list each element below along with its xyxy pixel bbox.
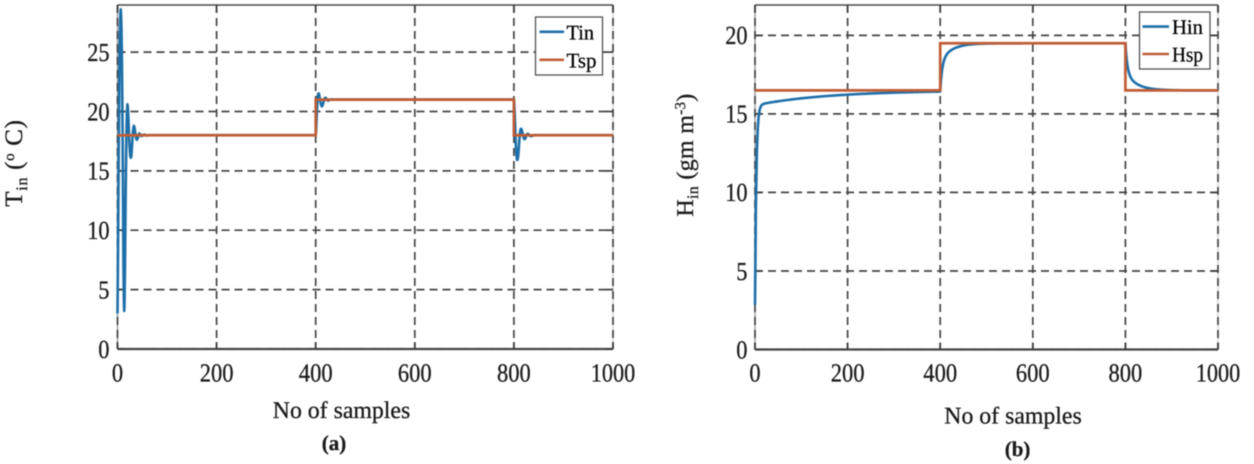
- svg-text:5: 5: [736, 257, 747, 286]
- svg-text:0: 0: [749, 359, 760, 388]
- svg-text:0: 0: [98, 335, 109, 364]
- svg-text:No of samples: No of samples: [273, 398, 411, 424]
- svg-text:1000: 1000: [591, 359, 636, 388]
- svg-text:600: 600: [1016, 359, 1050, 388]
- svg-text:800: 800: [497, 359, 531, 388]
- svg-text:600: 600: [398, 359, 432, 388]
- svg-text:1000: 1000: [1196, 359, 1241, 388]
- svg-text:800: 800: [1109, 359, 1143, 388]
- svg-text:5: 5: [98, 275, 109, 304]
- svg-text:Tin: Tin: [567, 20, 595, 44]
- svg-text:0: 0: [112, 359, 123, 388]
- svg-text:(b): (b): [1005, 437, 1031, 461]
- svg-text:Tin (o C): Tin (o C): [1, 119, 31, 206]
- svg-text:Hsp: Hsp: [1172, 42, 1203, 66]
- svg-text:15: 15: [725, 100, 747, 129]
- svg-text:(a): (a): [322, 431, 347, 455]
- svg-text:20: 20: [725, 21, 747, 50]
- svg-text:20: 20: [87, 97, 109, 126]
- svg-text:No of samples: No of samples: [944, 404, 1082, 430]
- svg-text:25: 25: [87, 38, 109, 67]
- svg-text:15: 15: [87, 157, 109, 186]
- svg-text:200: 200: [831, 359, 865, 388]
- svg-text:400: 400: [923, 359, 957, 388]
- svg-text:400: 400: [299, 359, 333, 388]
- svg-text:10: 10: [87, 216, 109, 245]
- svg-text:Tsp: Tsp: [567, 48, 597, 72]
- svg-text:0: 0: [736, 335, 747, 364]
- svg-text:200: 200: [200, 359, 234, 388]
- svg-text:10: 10: [725, 178, 747, 207]
- svg-text:Hin: Hin: [1172, 15, 1203, 39]
